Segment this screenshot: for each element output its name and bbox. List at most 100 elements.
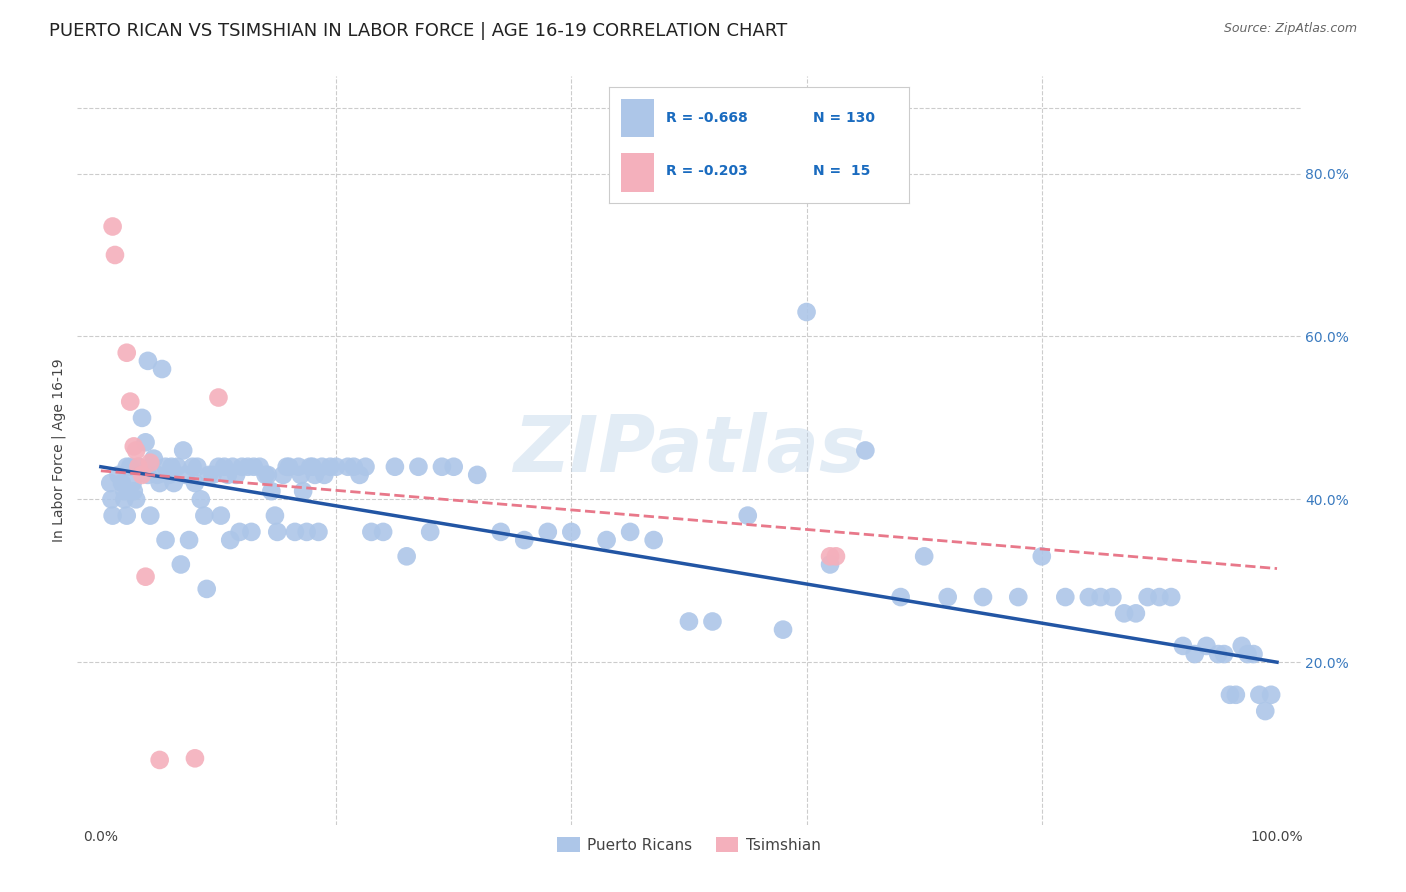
Point bbox=[465, 467, 488, 482]
Point bbox=[201, 467, 224, 482]
Point bbox=[304, 467, 326, 482]
Point bbox=[1077, 590, 1099, 604]
Point bbox=[1101, 590, 1123, 604]
Point bbox=[290, 467, 312, 482]
Point bbox=[184, 751, 207, 765]
Point bbox=[537, 524, 560, 539]
Point bbox=[890, 590, 912, 604]
Point bbox=[111, 476, 134, 491]
Point bbox=[371, 524, 394, 539]
Point bbox=[354, 459, 377, 474]
Point bbox=[678, 615, 700, 629]
Point bbox=[115, 459, 138, 474]
Point bbox=[292, 484, 315, 499]
Point bbox=[1054, 590, 1077, 604]
Text: PUERTO RICAN VS TSIMSHIAN IN LABOR FORCE | AGE 16-19 CORRELATION CHART: PUERTO RICAN VS TSIMSHIAN IN LABOR FORCE… bbox=[49, 22, 787, 40]
Y-axis label: In Labor Force | Age 16-19: In Labor Force | Age 16-19 bbox=[52, 359, 66, 542]
Point bbox=[595, 533, 617, 547]
Point bbox=[336, 459, 359, 474]
Point bbox=[172, 443, 194, 458]
Point bbox=[1225, 688, 1247, 702]
Point bbox=[181, 459, 204, 474]
Point bbox=[443, 459, 465, 474]
Point bbox=[853, 443, 876, 458]
Point bbox=[772, 623, 794, 637]
Point bbox=[260, 484, 283, 499]
Point bbox=[217, 467, 239, 482]
Point bbox=[284, 524, 307, 539]
Point bbox=[125, 492, 148, 507]
Point bbox=[186, 459, 208, 474]
Point bbox=[643, 533, 665, 547]
Point bbox=[101, 508, 124, 523]
Point bbox=[142, 451, 165, 466]
Point bbox=[100, 492, 122, 507]
Point bbox=[136, 354, 159, 368]
Point bbox=[131, 467, 153, 482]
Point bbox=[136, 467, 159, 482]
Point bbox=[135, 435, 157, 450]
Point bbox=[276, 459, 298, 474]
Point bbox=[619, 524, 641, 539]
Point bbox=[122, 439, 145, 453]
Point bbox=[120, 459, 142, 474]
Point bbox=[1160, 590, 1182, 604]
Point bbox=[101, 219, 124, 234]
Point bbox=[170, 558, 193, 572]
Point bbox=[419, 524, 441, 539]
Point bbox=[219, 533, 242, 547]
Point bbox=[166, 459, 188, 474]
Point bbox=[287, 459, 309, 474]
Point bbox=[1254, 704, 1277, 718]
Point bbox=[193, 508, 215, 523]
Point bbox=[818, 549, 841, 564]
Point bbox=[1236, 647, 1258, 661]
Point bbox=[115, 508, 138, 523]
Point bbox=[184, 476, 207, 491]
Point bbox=[1249, 688, 1271, 702]
Point bbox=[139, 508, 162, 523]
Point bbox=[1149, 590, 1171, 604]
Point bbox=[107, 467, 129, 482]
Point bbox=[266, 524, 288, 539]
Point bbox=[149, 476, 172, 491]
Point bbox=[319, 459, 342, 474]
Point bbox=[702, 615, 724, 629]
Point bbox=[127, 459, 149, 474]
Point bbox=[122, 484, 145, 499]
Point bbox=[489, 524, 512, 539]
Point bbox=[912, 549, 935, 564]
Point bbox=[155, 459, 177, 474]
Point bbox=[225, 467, 247, 482]
Point bbox=[240, 524, 263, 539]
Point bbox=[231, 459, 253, 474]
Point bbox=[299, 459, 322, 474]
Point bbox=[125, 443, 148, 458]
Point bbox=[430, 459, 453, 474]
Point bbox=[1243, 647, 1265, 661]
Point bbox=[195, 582, 218, 596]
Point bbox=[1213, 647, 1236, 661]
Point bbox=[314, 467, 336, 482]
Point bbox=[190, 492, 212, 507]
Point bbox=[257, 467, 280, 482]
Point bbox=[150, 362, 173, 376]
Point bbox=[1090, 590, 1112, 604]
Point bbox=[1125, 607, 1147, 621]
Point bbox=[207, 459, 229, 474]
Text: ZIPatlas: ZIPatlas bbox=[513, 412, 865, 489]
Point bbox=[198, 467, 221, 482]
Point bbox=[936, 590, 959, 604]
Point bbox=[228, 524, 250, 539]
Point bbox=[360, 524, 382, 539]
Point bbox=[149, 753, 172, 767]
Point bbox=[796, 305, 818, 319]
Point bbox=[115, 345, 138, 359]
Point bbox=[271, 467, 294, 482]
Point bbox=[242, 459, 264, 474]
Point bbox=[174, 467, 197, 482]
Point bbox=[177, 533, 200, 547]
Point bbox=[209, 508, 232, 523]
Point bbox=[818, 558, 841, 572]
Point bbox=[972, 590, 994, 604]
